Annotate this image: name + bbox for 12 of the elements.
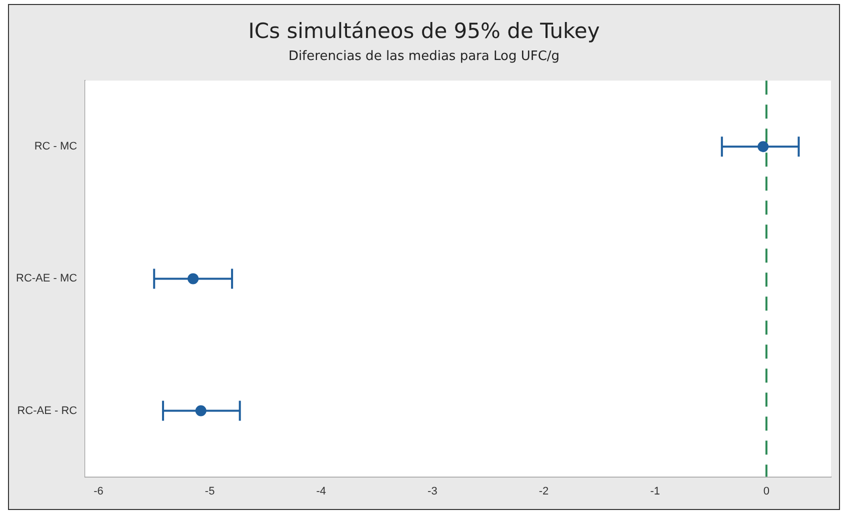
y-tick-label: RC - MC xyxy=(34,140,78,153)
chart-subtitle: Diferencias de las medias para Log UFC/g xyxy=(287,49,561,64)
chart-title: ICs simultáneos de 95% de Tukey xyxy=(247,19,601,43)
x-tick-label: 0 xyxy=(763,485,770,498)
y-tick-label: RC-AE - RC xyxy=(17,404,78,417)
x-tick-label: -5 xyxy=(204,485,215,498)
x-tick-label: -6 xyxy=(94,485,104,498)
x-tick-label: -4 xyxy=(316,485,326,498)
x-tick-label: -2 xyxy=(538,485,549,498)
x-tick-label: -3 xyxy=(428,485,438,498)
x-tick-label: -1 xyxy=(650,485,660,498)
y-tick-label: RC-AE - MC xyxy=(16,272,78,285)
